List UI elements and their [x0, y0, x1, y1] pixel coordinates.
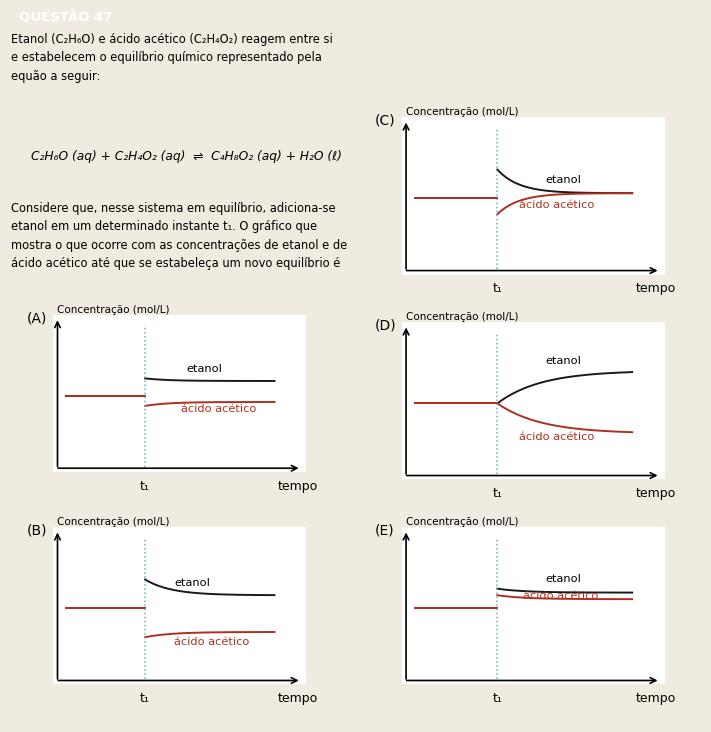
Text: etanol: etanol	[545, 175, 581, 184]
Text: t₁: t₁	[140, 480, 150, 493]
Text: (E): (E)	[375, 523, 395, 537]
Text: (D): (D)	[375, 318, 396, 332]
Text: tempo: tempo	[636, 283, 676, 296]
Text: etanol: etanol	[545, 356, 581, 366]
Text: tempo: tempo	[277, 480, 318, 493]
Text: ácido acético: ácido acético	[519, 200, 594, 209]
Text: tempo: tempo	[636, 692, 676, 706]
Text: t₁: t₁	[493, 692, 502, 706]
Text: t₁: t₁	[493, 283, 502, 296]
Text: etanol: etanol	[174, 578, 210, 588]
Text: tempo: tempo	[277, 692, 318, 706]
Text: etanol: etanol	[545, 574, 581, 584]
Text: ácido acético: ácido acético	[523, 591, 599, 601]
Text: ácido acético: ácido acético	[181, 404, 256, 414]
Text: Etanol (C₂H₆O) e ácido acético (C₂H₄O₂) reagem entre si
e estabelecem o equilíbr: Etanol (C₂H₆O) e ácido acético (C₂H₄O₂) …	[11, 33, 333, 83]
Text: (C): (C)	[375, 113, 395, 127]
Text: Concentração (mol/L): Concentração (mol/L)	[406, 107, 518, 117]
Text: (B): (B)	[26, 523, 47, 537]
Text: (A): (A)	[26, 311, 47, 325]
Text: Concentração (mol/L): Concentração (mol/L)	[406, 312, 518, 322]
Text: t₁: t₁	[493, 488, 502, 501]
Text: Concentração (mol/L): Concentração (mol/L)	[58, 517, 170, 527]
Text: etanol: etanol	[187, 365, 223, 375]
Text: Concentração (mol/L): Concentração (mol/L)	[406, 517, 518, 527]
Text: ácido acético: ácido acético	[519, 432, 594, 442]
Text: QUESTÃO 47: QUESTÃO 47	[18, 10, 112, 24]
Text: C₂H₆O (aq) + C₂H₄O₂ (aq)  ⇌  C₄H₈O₂ (aq) + H₂O (ℓ): C₂H₆O (aq) + C₂H₄O₂ (aq) ⇌ C₄H₈O₂ (aq) +…	[31, 150, 341, 163]
Text: Considere que, nesse sistema em equilíbrio, adiciona-se
etanol em um determinado: Considere que, nesse sistema em equilíbr…	[11, 201, 347, 270]
Text: t₁: t₁	[140, 692, 150, 706]
Text: tempo: tempo	[636, 488, 676, 501]
Text: ácido acético: ácido acético	[174, 637, 250, 647]
Text: Concentração (mol/L): Concentração (mol/L)	[58, 305, 170, 315]
